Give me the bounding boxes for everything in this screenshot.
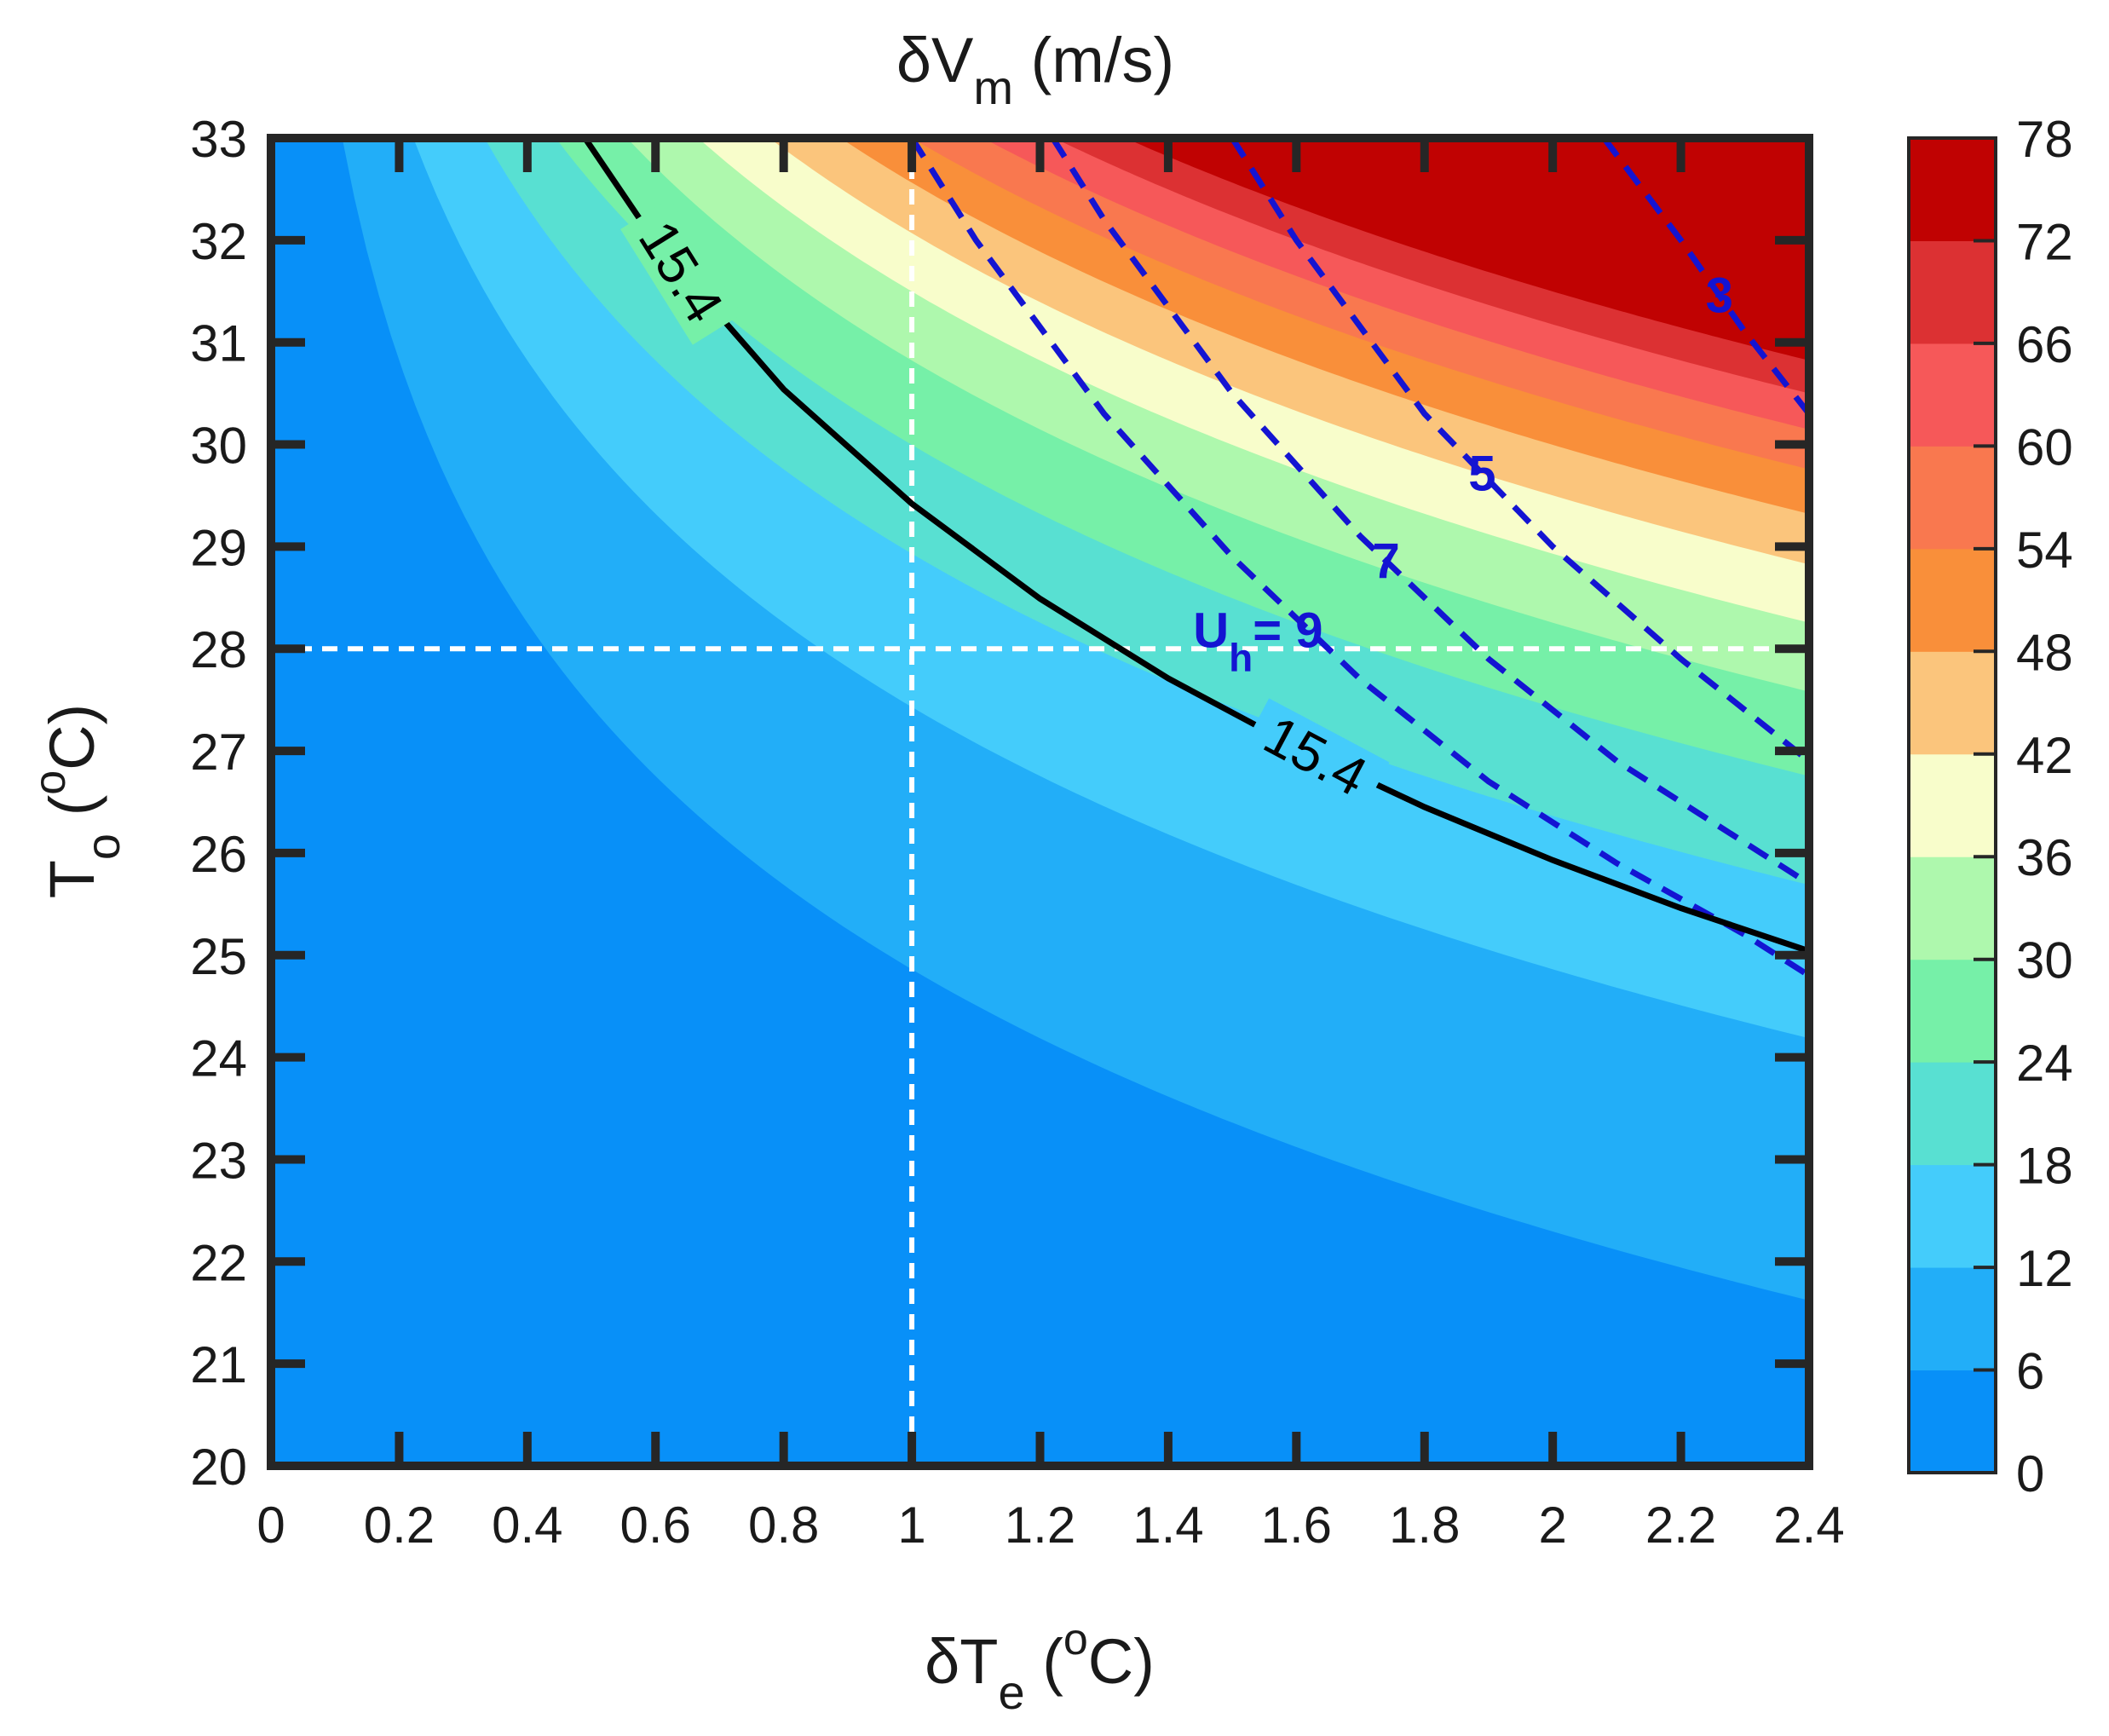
colorbar-segment bbox=[1909, 446, 1996, 550]
colorbar-tick-label: 60 bbox=[2016, 418, 2073, 476]
uh-contour-label: 3 bbox=[1706, 268, 1733, 324]
axis-ticks: 0 0.2 0.4 0.6 0.8 1 1.2 1.4 1.6 1.8 2 2.2 2.4 20 21 22 2… bbox=[190, 111, 1844, 1554]
colorbar-segment bbox=[1909, 1370, 1996, 1474]
colorbar-tick-label: 12 bbox=[2016, 1240, 2073, 1297]
x-tick-label: 1.6 bbox=[1261, 1497, 1332, 1554]
y-tick-label: 31 bbox=[190, 315, 247, 372]
y-tick-label: 23 bbox=[190, 1132, 247, 1189]
colorbar-segment bbox=[1909, 1062, 1996, 1166]
x-tick-label: 2 bbox=[1538, 1497, 1566, 1554]
y-tick-label: 28 bbox=[190, 621, 247, 678]
colorbar-segment bbox=[1909, 548, 1996, 652]
colorbar-tick-label: 66 bbox=[2016, 316, 2073, 373]
colorbar-segment bbox=[1909, 240, 1996, 344]
label-gap bbox=[1242, 698, 1390, 814]
colorbar-frame bbox=[1907, 136, 1997, 1474]
x-tick-label: 1.8 bbox=[1389, 1497, 1460, 1554]
colorbar-segment bbox=[1909, 753, 1996, 857]
y-tick-label: 20 bbox=[190, 1439, 247, 1496]
colorbar-segment bbox=[1909, 1267, 1996, 1371]
uh-contour-line bbox=[1050, 138, 1809, 886]
x-tick-label: 1.4 bbox=[1132, 1497, 1203, 1554]
x-tick-label: 0.4 bbox=[492, 1497, 562, 1554]
colorbar-tick-label: 18 bbox=[2016, 1138, 2073, 1195]
x-tick-label: 0.2 bbox=[364, 1497, 435, 1554]
colorbar-segment bbox=[1909, 343, 1996, 447]
colorbar-segment bbox=[1909, 856, 1996, 960]
y-tick-label: 32 bbox=[190, 213, 247, 270]
colorbar-tick-label: 72 bbox=[2016, 213, 2073, 270]
colorbar-tick-label: 78 bbox=[2016, 111, 2073, 168]
colorbar-tick-label: 30 bbox=[2016, 932, 2073, 989]
uh-contour-line bbox=[1601, 138, 1809, 416]
colorbar-tick-label: 48 bbox=[2016, 624, 2073, 681]
colorbar: 0 6 12 18 24 30 36 42 48 54 60 66 72 78 bbox=[1907, 111, 2073, 1502]
y-tick-label: 33 bbox=[190, 111, 247, 168]
x-tick-label: 2.4 bbox=[1773, 1497, 1844, 1554]
colorbar-tick-label: 6 bbox=[2016, 1343, 2044, 1400]
x-tick-label: 1 bbox=[897, 1497, 925, 1554]
colorbar-tick-label: 0 bbox=[2016, 1445, 2044, 1502]
label-gap bbox=[620, 198, 742, 345]
contour-field bbox=[271, 138, 1809, 1466]
y-tick-label: 29 bbox=[190, 519, 247, 576]
uh-contour-label: Uh= 9 bbox=[1193, 603, 1322, 680]
x-tick-label: 2.2 bbox=[1645, 1497, 1716, 1554]
x-tick-label: 0 bbox=[256, 1497, 285, 1554]
x-axis-label: δTe (oC) bbox=[925, 1615, 1155, 1719]
colorbar-tick-label: 42 bbox=[2016, 727, 2073, 784]
y-axis-label: To (oC) bbox=[26, 704, 130, 899]
chart-title: δVm (m/s) bbox=[896, 25, 1174, 114]
y-tick-label: 25 bbox=[190, 928, 247, 985]
colorbar-segment bbox=[1909, 959, 1996, 1063]
y-tick-label: 24 bbox=[190, 1030, 247, 1087]
contour-band bbox=[1125, 138, 1809, 360]
uh-contour-label: 7 bbox=[1372, 533, 1399, 589]
uh-contour-line bbox=[909, 138, 1809, 978]
colorbar-tick-label: 54 bbox=[2016, 522, 2073, 579]
y-tick-label: 30 bbox=[190, 418, 247, 475]
y-tick-label: 27 bbox=[190, 724, 247, 781]
colorbar-tick-label: 24 bbox=[2016, 1035, 2073, 1092]
colorbar-tick-label: 36 bbox=[2016, 829, 2073, 886]
colorbar-segment bbox=[1909, 1164, 1996, 1268]
colorbar-segment bbox=[1909, 138, 1996, 241]
y-tick-label: 22 bbox=[190, 1234, 247, 1291]
x-tick-label: 0.8 bbox=[748, 1497, 819, 1554]
black-contour-line bbox=[582, 138, 1809, 955]
x-tick-label: 0.6 bbox=[620, 1497, 691, 1554]
y-tick-label: 26 bbox=[190, 826, 247, 883]
uh-contour-line bbox=[1230, 138, 1809, 764]
colorbar-segment bbox=[1909, 651, 1996, 755]
x-tick-label: 1.2 bbox=[1005, 1497, 1075, 1554]
uh-contour-label: 5 bbox=[1468, 447, 1495, 502]
y-tick-label: 21 bbox=[190, 1336, 247, 1393]
